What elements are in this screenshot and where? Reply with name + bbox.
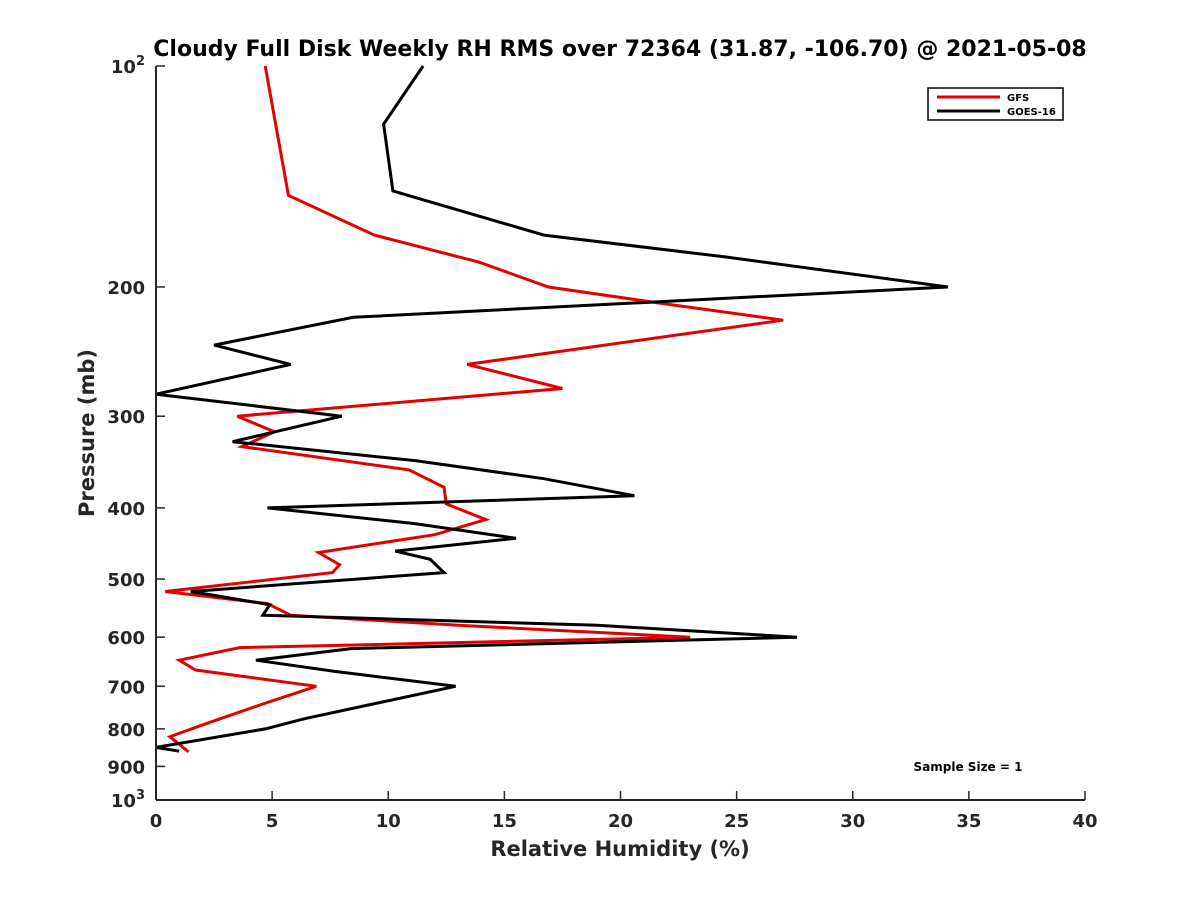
legend-label: GFS [1007, 93, 1029, 104]
y-tick-label: 200 [107, 278, 145, 299]
y-tick-label: 600 [107, 628, 145, 649]
y-tick-label: 400 [107, 499, 145, 520]
x-tick-label: 5 [266, 811, 279, 832]
x-axis-label: Relative Humidity (%) [490, 837, 749, 861]
y-tick-label: 300 [107, 407, 145, 428]
series-line-gfs [165, 65, 784, 754]
y-axis-label: Pressure (mb) [75, 349, 99, 517]
x-tick-label: 20 [608, 811, 633, 832]
x-ticks: 0 5 10 15 20 25 30 35 40 [150, 791, 1098, 832]
chart-title: Cloudy Full Disk Weekly RH RMS over 7236… [153, 37, 1086, 62]
y-ticks: 102 200 300 400 500 600 700 800 900 103 [107, 54, 165, 812]
x-tick-label: 30 [840, 811, 865, 832]
x-tick-label: 10 [376, 811, 401, 832]
y-tick-label: 102 [111, 54, 145, 78]
y-tick-label: 700 [107, 677, 145, 698]
x-tick-label: 25 [724, 811, 749, 832]
series-line-goes-16 [155, 65, 949, 753]
x-tick-label: 40 [1072, 811, 1097, 832]
y-tick-label: 900 [107, 757, 145, 778]
x-tick-label: 35 [956, 811, 981, 832]
x-tick-label: 0 [150, 811, 163, 832]
y-tick-label: 800 [107, 720, 145, 741]
legend-box [927, 87, 1064, 121]
y-tick-label: 500 [107, 570, 145, 591]
y-tick-label: 103 [111, 788, 145, 812]
legend-label: GOES-16 [1007, 107, 1056, 118]
plot-lines [155, 65, 949, 754]
sample-size-annotation: Sample Size = 1 [914, 760, 1023, 774]
legend: GFS GOES-16 [927, 87, 1064, 121]
x-tick-label: 15 [492, 811, 517, 832]
